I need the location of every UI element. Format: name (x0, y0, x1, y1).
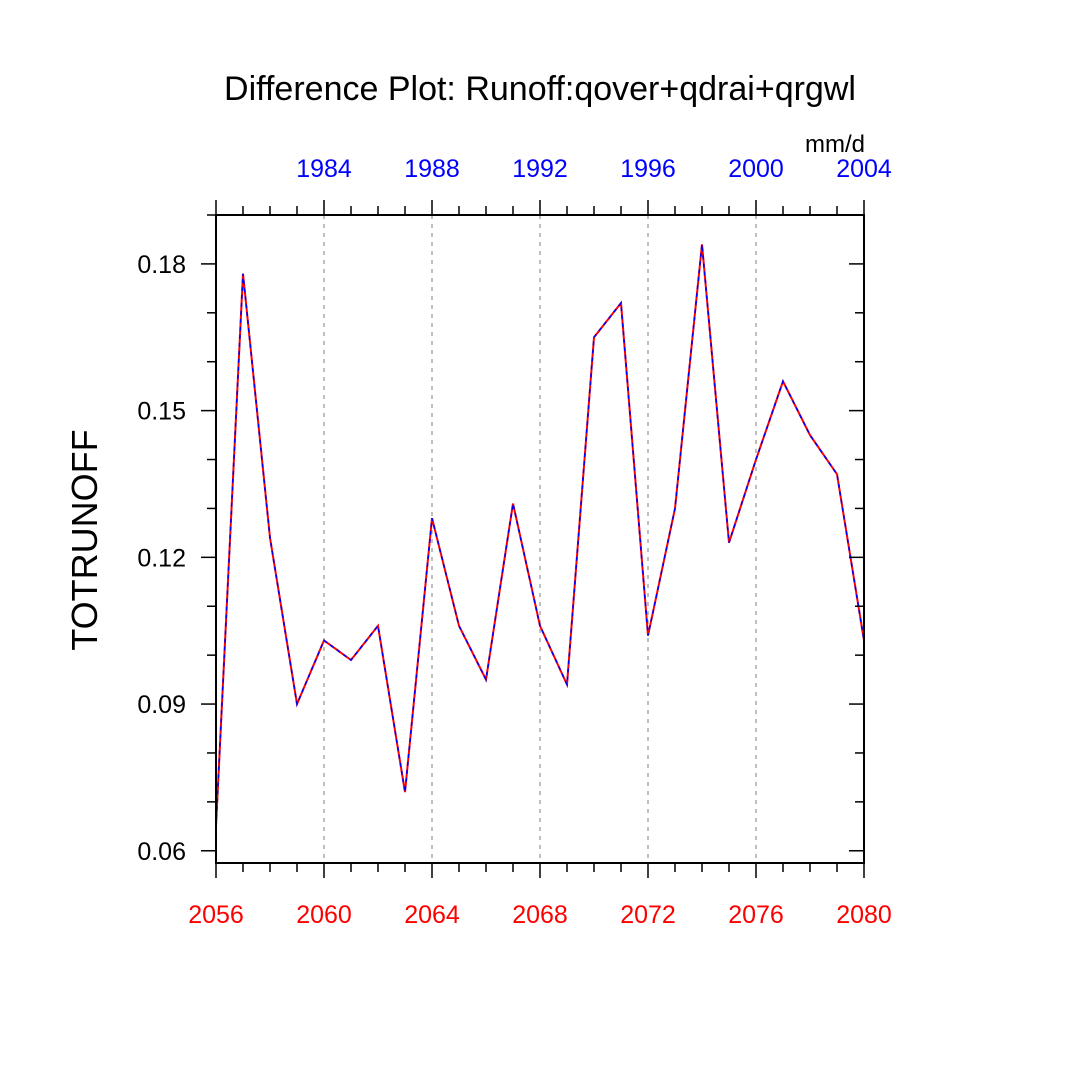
x-bottom-tick-label: 2068 (512, 901, 568, 929)
y-tick-label: 0.09 (137, 691, 186, 719)
y-tick-label: 0.06 (137, 838, 186, 866)
x-bottom-tick-label: 2080 (836, 901, 892, 929)
axes-layer: 2056 2060 2064 2068 2072 2076 2080 1984 1988 1992… (137, 155, 892, 929)
x-bottom-tick-label: 2072 (620, 901, 676, 929)
y-tick-label: 0.18 (137, 251, 186, 279)
x-top-tick-label: 1988 (404, 155, 460, 183)
series-line (215, 244, 865, 827)
x-top-tick-label: 2004 (836, 155, 892, 183)
chart-title: Difference Plot: Runoff:qover+qdrai+qrgw… (224, 70, 856, 108)
x-top-tick-label: 1992 (512, 155, 568, 183)
x-bottom-tick-label: 2060 (296, 901, 352, 929)
x-bottom-tick-label: 2064 (404, 901, 460, 929)
x-top-tick-label: 2000 (728, 155, 784, 183)
x-bottom-tick-label: 2056 (188, 901, 244, 929)
x-bottom-tick-label: 2076 (728, 901, 784, 929)
y-tick-label: 0.12 (137, 544, 186, 572)
grid-layer (323, 215, 757, 863)
x-top-tick-label: 1996 (620, 155, 676, 183)
series-layer (215, 244, 865, 827)
units-label: mm/d (805, 131, 865, 158)
y-axis-label: TOTRUNOFF (64, 429, 105, 650)
x-top-tick-label: 1984 (296, 155, 352, 183)
y-tick-label: 0.15 (137, 398, 186, 426)
